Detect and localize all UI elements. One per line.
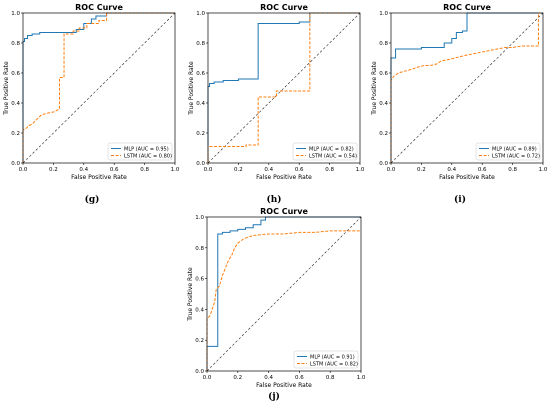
x-tick-label: 0.2 xyxy=(49,167,58,173)
plot-frame xyxy=(390,12,544,164)
plot-frame xyxy=(206,216,362,372)
x-axis-label: False Positive Rate xyxy=(256,382,312,389)
y-tick-label: 0.0 xyxy=(196,161,205,167)
y-tick-label: 0.2 xyxy=(196,131,205,137)
y-tick-label: 0.8 xyxy=(195,246,204,252)
x-tick-label: 0.4 xyxy=(79,167,88,173)
caption-h: (h) xyxy=(266,195,282,205)
y-axis-label: True Positive Rate xyxy=(371,61,378,116)
x-axis-label: False Positive Rate xyxy=(439,174,495,181)
legend-box xyxy=(292,142,358,161)
y-axis-label: True Positive Rate xyxy=(3,61,10,116)
y-axis-label: True Positive Rate xyxy=(187,267,194,322)
y-tick-label: 0.0 xyxy=(379,161,388,167)
x-tick-label: 0.8 xyxy=(325,167,334,173)
x-tick-label: 0.6 xyxy=(295,167,304,173)
chance-diagonal-line xyxy=(390,12,544,164)
roc-chart-g-svg: ROC Curve 0.00.0 0.2 0.2 0.4 0.4 0.6 0.6 0.8 0.8 1… xyxy=(3,3,180,181)
roc-chart-j-svg: ROC Curve 0.00.0 0.2 0.2 0.4 0.4 0.6 0.6 0.8 0.8 1… xyxy=(187,207,366,389)
series-line-mlp xyxy=(22,12,175,163)
legend-box xyxy=(293,350,359,369)
y-tick-label: 0.8 xyxy=(196,41,205,47)
roc-chart-i: ROC Curve 0.0 0.0 0.2 0.2 0.4 0.4 0.6 0.6 0.8 0.8 1… xyxy=(368,0,550,185)
roc-chart-h-svg: ROC Curve 0.00.0 0.2 0.2 0.4 0.4 0.6 0.6 0.8 0.8 1… xyxy=(188,3,365,181)
y-tick-label: 0.8 xyxy=(379,41,388,47)
plot-frame xyxy=(22,12,176,164)
x-tick-label: 1.0 xyxy=(357,375,366,381)
x-tick-label: 0.6 xyxy=(478,167,487,173)
y-tick-label: 0.0 xyxy=(195,369,204,375)
y-tick-label: 1.0 xyxy=(195,215,204,221)
chart-title: ROC Curve xyxy=(443,3,491,12)
x-tick-label: 0.8 xyxy=(140,167,149,173)
series-line-lstm xyxy=(390,12,543,163)
chart-title: ROC Curve xyxy=(75,3,123,12)
x-tick-label: 0.6 xyxy=(110,167,119,173)
y-tick-label: 0.4 xyxy=(379,101,388,107)
y-tick-label: 0.2 xyxy=(379,131,388,137)
x-tick-label: 1.0 xyxy=(539,167,548,173)
chart-title: ROC Curve xyxy=(260,3,308,12)
y-tick-label: 0.6 xyxy=(11,71,20,77)
y-tick-label: 0.4 xyxy=(195,307,204,313)
chance-diagonal-line xyxy=(22,12,176,164)
y-tick-label: 1.0 xyxy=(379,11,388,17)
caption-j: (j) xyxy=(268,392,280,402)
x-tick-label: 0.4 xyxy=(264,375,273,381)
y-tick-label: 0.6 xyxy=(195,277,204,283)
x-tick-label: 0.4 xyxy=(447,167,456,173)
legend-box xyxy=(107,142,173,161)
legend-box xyxy=(475,142,541,161)
y-axis-label: True Positive Rate xyxy=(188,61,195,116)
legend-label-mlp: MLP (AUC = 0.95) xyxy=(124,146,169,152)
y-tick-label: 0.2 xyxy=(195,338,204,344)
legend-label-mlp: MLP (AUC = 0.91) xyxy=(310,354,355,360)
chart-title: ROC Curve xyxy=(260,207,308,216)
roc-chart-h: ROC Curve 0.0 0.0 0.2 0.2 0.4 0.4 0.6 0.6 0.8 0.8 1… xyxy=(185,0,367,185)
legend-label-mlp: MLP (AUC = 0.82) xyxy=(309,146,354,152)
legend-label-lstm: LSTM (AUC = 0.54) xyxy=(309,153,357,159)
x-tick-label: 0.2 xyxy=(417,167,426,173)
y-tick-label: 1.0 xyxy=(11,11,20,17)
x-tick-label: 1.0 xyxy=(171,167,180,173)
series-line-mlp xyxy=(206,216,361,371)
y-tick-label: 0.6 xyxy=(379,71,388,77)
plot-frame xyxy=(207,12,361,164)
legend-label-lstm: LSTM (AUC = 0.72) xyxy=(492,153,540,159)
y-tick-label: 0.6 xyxy=(196,71,205,77)
roc-chart-i-svg: ROC Curve 0.00.0 0.2 0.2 0.4 0.4 0.6 0.6 0.8 0.8 1… xyxy=(371,3,548,181)
x-tick-label: 0.0 xyxy=(204,167,213,173)
x-tick-label: 0.2 xyxy=(233,375,242,381)
x-tick-label: 0.6 xyxy=(295,375,304,381)
x-tick-label: 0.4 xyxy=(264,167,273,173)
y-tick-label: 0.4 xyxy=(196,101,205,107)
y-tick-label: 0.2 xyxy=(11,131,20,137)
roc-chart-j: ROC Curve 0.0 0.0 0.2 0.2 0.4 0.4 0.6 0.6 0.8 0.8 1… xyxy=(170,205,370,390)
x-tick-label: 0.2 xyxy=(234,167,243,173)
x-tick-label: 0.8 xyxy=(326,375,335,381)
chance-diagonal-line xyxy=(207,12,361,164)
legend-label-lstm: LSTM (AUC = 0.82) xyxy=(310,361,358,367)
x-tick-label: 0.0 xyxy=(387,167,396,173)
chance-diagonal-line xyxy=(206,216,362,372)
x-tick-label: 1.0 xyxy=(356,167,365,173)
legend-label-lstm: LSTM (AUC = 0.80) xyxy=(124,153,172,159)
roc-chart-g: ROC Curve 0.0 0.0 0.2 0.2 0.4 0.4 0.6 0.6 0.8 0.8 1… xyxy=(0,0,182,185)
x-axis-label: False Positive Rate xyxy=(256,174,312,181)
x-tick-label: 0.0 xyxy=(19,167,28,173)
x-tick-label: 0.0 xyxy=(203,375,212,381)
y-tick-label: 1.0 xyxy=(196,11,205,17)
series-line-lstm xyxy=(206,230,361,371)
series-line-mlp xyxy=(390,12,543,163)
caption-i: (i) xyxy=(454,195,466,205)
series-line-lstm xyxy=(207,12,360,163)
y-tick-label: 0.4 xyxy=(11,101,20,107)
caption-g: (g) xyxy=(84,195,100,205)
x-axis-label: False Positive Rate xyxy=(71,174,127,181)
y-tick-label: 0.0 xyxy=(11,161,20,167)
legend-label-mlp: MLP (AUC = 0.89) xyxy=(492,146,537,152)
y-tick-label: 0.8 xyxy=(11,41,20,47)
series-line-mlp xyxy=(207,12,360,163)
x-tick-label: 0.8 xyxy=(508,167,517,173)
